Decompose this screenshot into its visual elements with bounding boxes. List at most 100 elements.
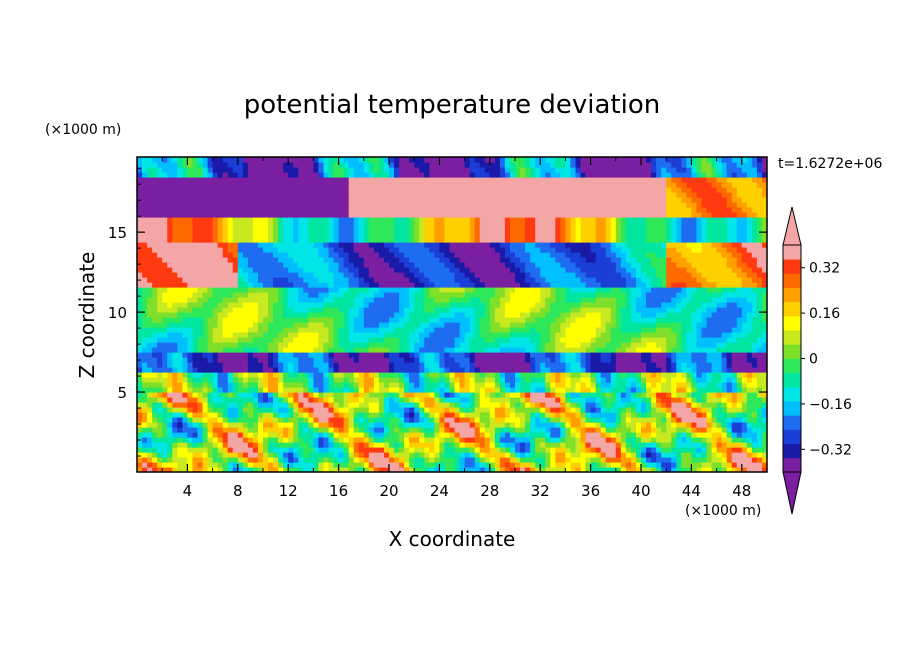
contour-cell [389,467,405,472]
contour-cell [469,447,476,453]
contour-cell [746,227,753,233]
contour-cell [489,422,506,428]
contour-cell [399,347,410,353]
contour-cell [419,437,425,443]
contour-cell [671,232,677,238]
contour-cell [137,377,143,383]
contour-cell [706,372,713,378]
contour-cell [252,422,259,428]
contour-cell [711,362,723,368]
contour-cell [590,462,597,468]
contour-cell [257,412,264,418]
contour-cell [479,402,501,408]
contour-cell [333,402,340,408]
contour-cell [373,442,385,448]
contour-cell [565,432,572,438]
contour-cell [610,242,617,248]
contour-cell [716,282,743,288]
contour-cell [308,312,345,318]
contour-cell [641,432,652,438]
contour-cell [389,457,395,463]
contour-cell [187,417,194,423]
contour-cell [706,237,728,243]
contour-cell [615,407,622,413]
contour-cell [691,452,698,458]
contour-cell [565,457,572,463]
contour-cell [389,157,395,163]
contour-cell [278,352,294,358]
contour-cell [721,192,733,198]
contour-cell [560,217,566,223]
contour-cell [187,337,194,343]
contour-cell [162,372,168,378]
contour-cell [484,377,496,383]
contour-cell [731,207,743,213]
contour-cell [666,232,672,238]
contour-cell [499,257,511,263]
contour-cell [646,452,652,458]
contour-cell [263,367,274,373]
contour-cell [343,317,350,323]
contour-cell [414,217,420,223]
contour-cell [615,432,622,438]
contour-cell [363,392,370,398]
contour-cell [479,277,516,283]
contour-cell [439,387,446,393]
contour-cell [419,232,425,238]
contour-cell [540,272,577,278]
contour-cell [373,167,380,173]
contour-cell [137,292,143,298]
contour-cell [726,387,733,393]
contour-cell [620,172,652,178]
contour-cell [651,287,682,293]
contour-cell [525,172,531,178]
contour-cell [222,332,234,338]
contour-cell [162,297,188,303]
contour-cell [152,347,178,353]
contour-cell [580,377,592,383]
contour-cell [409,347,415,353]
contour-cell [227,422,244,428]
contour-cell [721,377,728,383]
contour-cell [298,372,304,378]
contour-cell [419,222,425,228]
contour-cell [368,407,380,413]
contour-cell [751,422,767,428]
contour-cell [560,322,572,328]
contour-cell [620,322,657,328]
contour-cell [474,242,491,248]
contour-cell [358,222,365,228]
contour-cell [368,337,385,343]
contour-cell [363,237,370,243]
contour-cell [731,267,743,273]
contour-cell [192,437,204,443]
contour-cell [545,172,551,178]
contour-cell [172,217,194,223]
contour-cell [434,417,440,423]
contour-cell [580,422,587,428]
contour-cell [651,412,667,418]
contour-cell [368,237,395,243]
contour-cell [389,172,395,178]
contour-cell [278,347,284,353]
contour-cell [358,382,365,388]
contour-cell [283,312,309,318]
contour-cell [731,172,738,178]
contour-cell [540,412,546,418]
contour-cell [535,217,556,223]
contour-cell [525,322,551,328]
contour-cell [268,232,274,238]
contour-cell [263,372,269,378]
contour-cell [651,402,657,408]
contour-cell [756,292,763,298]
contour-cell [721,362,728,368]
contour-cell [721,382,728,388]
contour-cell [515,262,526,268]
contour-cell [409,437,420,443]
contour-cell [434,392,440,398]
contour-cell [197,432,204,438]
contour-cell [635,437,642,443]
contour-cell [343,387,350,393]
contour-cell [545,297,556,303]
contour-cell [479,432,486,438]
